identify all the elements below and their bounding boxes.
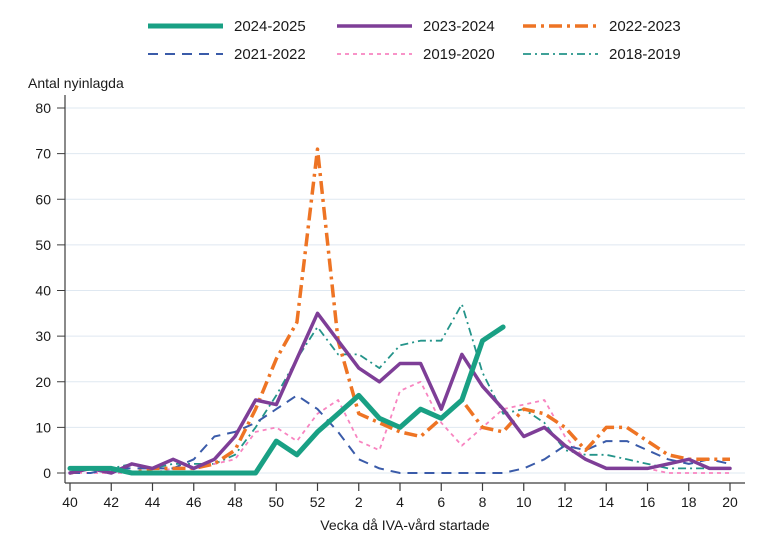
legend-swatch-line bbox=[337, 24, 412, 28]
legend-item-label: 2022-2023 bbox=[609, 17, 681, 35]
legend-swatch-line bbox=[148, 23, 223, 29]
x-tick-label-20: 20 bbox=[722, 494, 738, 510]
x-tick-label-52: 52 bbox=[310, 494, 326, 510]
x-tick-label-18: 18 bbox=[681, 494, 697, 510]
legend-swatch-2021-2022 bbox=[148, 46, 223, 62]
x-tick-label-14: 14 bbox=[598, 494, 614, 510]
x-tick-label-12: 12 bbox=[557, 494, 573, 510]
legend-swatch-line bbox=[523, 24, 598, 28]
y-tick-label-50: 50 bbox=[35, 237, 51, 253]
y-tick-label-30: 30 bbox=[35, 328, 51, 344]
series-line-2023-2024 bbox=[68, 311, 732, 475]
legend-swatch-2019-2020 bbox=[337, 46, 412, 62]
x-tick-label-48: 48 bbox=[227, 494, 243, 510]
legend-swatch-2018-2019 bbox=[523, 46, 598, 62]
x-tick-label-6: 6 bbox=[437, 494, 445, 510]
legend-item-2021-2022: 2021-2022 bbox=[148, 44, 306, 64]
legend-item-2022-2023: 2022-2023 bbox=[523, 16, 681, 36]
legend-item-2024-2025: 2024-2025 bbox=[148, 16, 306, 36]
y-tick-label-40: 40 bbox=[35, 283, 51, 299]
x-tick-label-8: 8 bbox=[479, 494, 487, 510]
legend-swatch-2023-2024 bbox=[337, 18, 412, 34]
y-tick-label-70: 70 bbox=[35, 146, 51, 162]
series-line-2018-2019 bbox=[69, 303, 730, 474]
x-tick-label-4: 4 bbox=[396, 494, 404, 510]
y-tick-label-0: 0 bbox=[43, 465, 51, 481]
legend-item-2018-2019: 2018-2019 bbox=[523, 44, 681, 64]
legend-item-label: 2019-2020 bbox=[423, 45, 495, 63]
legend-swatch-line bbox=[148, 53, 223, 55]
series-line-2021-2022 bbox=[70, 394, 731, 474]
y-tick-label-80: 80 bbox=[35, 100, 51, 116]
legend-item-label: 2018-2019 bbox=[609, 45, 681, 63]
legend-item-2019-2020: 2019-2020 bbox=[337, 44, 495, 64]
legend-swatch-line bbox=[523, 53, 598, 55]
series-line-2024-2025 bbox=[67, 324, 506, 476]
x-tick-label-10: 10 bbox=[516, 494, 532, 510]
legend-item-2023-2024: 2023-2024 bbox=[337, 16, 495, 36]
x-tick-label-46: 46 bbox=[186, 494, 202, 510]
legend-item-label: 2021-2022 bbox=[234, 45, 306, 63]
x-tick-label-16: 16 bbox=[640, 494, 656, 510]
x-tick-label-44: 44 bbox=[145, 494, 161, 510]
legend-swatch-line bbox=[337, 53, 412, 55]
legend-swatch-2024-2025 bbox=[148, 18, 223, 34]
y-tick-label-60: 60 bbox=[35, 191, 51, 207]
x-axis-title: Vecka då IVA-vård startade bbox=[320, 517, 490, 533]
y-tick-label-10: 10 bbox=[35, 419, 51, 435]
x-tick-label-40: 40 bbox=[62, 494, 78, 510]
series-line-2022-2023 bbox=[69, 147, 730, 475]
x-tick-label-2: 2 bbox=[355, 494, 363, 510]
y-tick-label-20: 20 bbox=[35, 374, 51, 390]
legend: 2024-2025 2023-2024 2022-2023 2021-2022 … bbox=[0, 0, 760, 70]
x-tick-label-50: 50 bbox=[268, 494, 284, 510]
legend-item-label: 2023-2024 bbox=[423, 17, 495, 35]
legend-swatch-2022-2023 bbox=[523, 18, 598, 34]
legend-item-label: 2024-2025 bbox=[234, 17, 306, 35]
x-tick-label-42: 42 bbox=[103, 494, 119, 510]
y-axis-title: Antal nyinlagda bbox=[28, 75, 124, 91]
